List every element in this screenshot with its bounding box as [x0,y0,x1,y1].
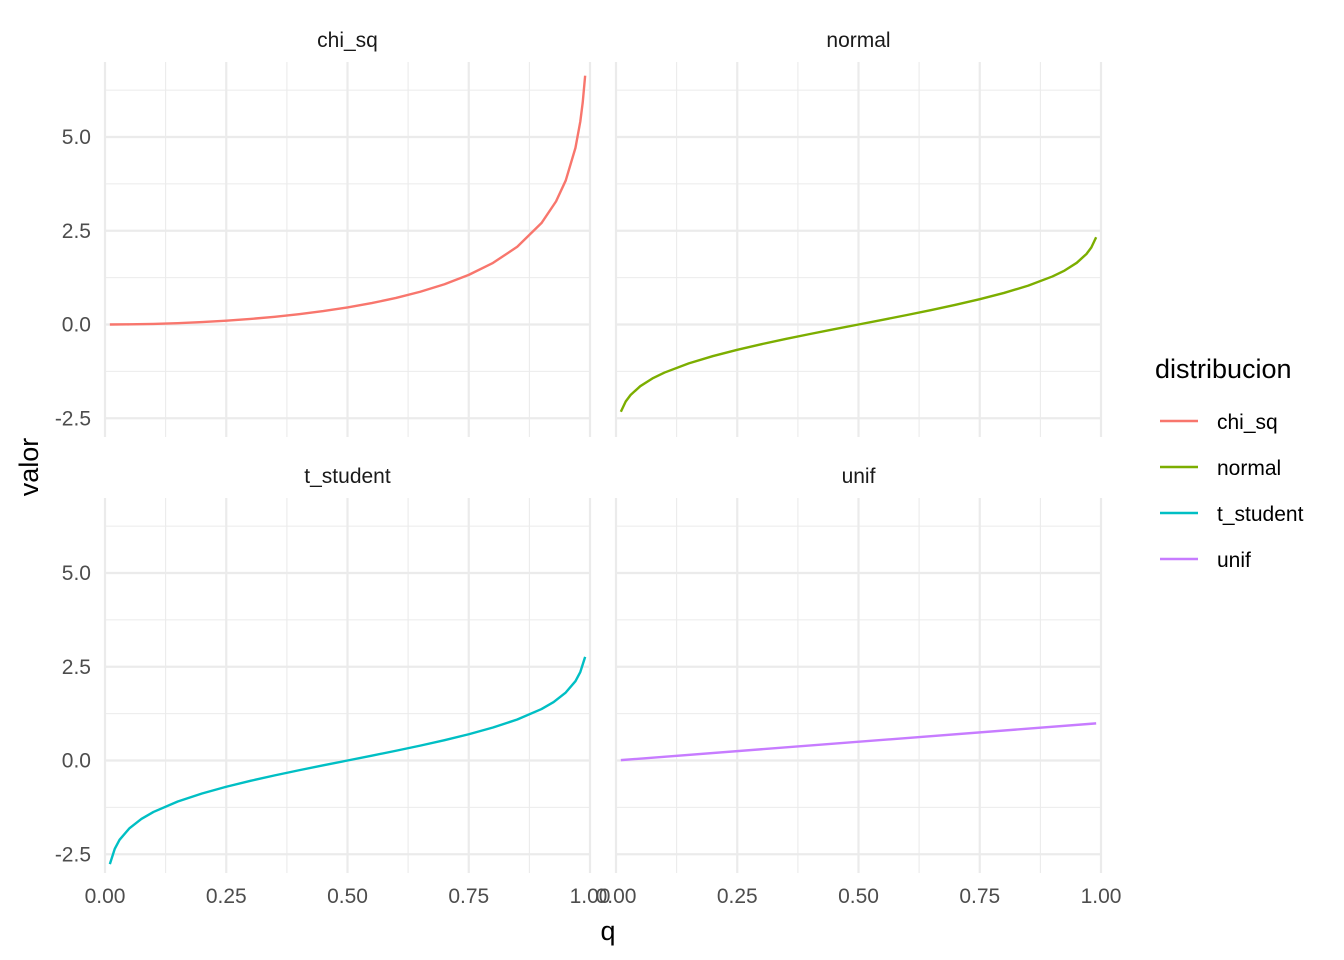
facet-panels [103,62,1103,873]
legend-entry-t_student: t_student [1160,503,1304,526]
legend-label-normal: normal [1217,457,1281,480]
series-line-t_student [108,656,587,865]
legend-entry-unif: unif [1160,549,1251,572]
strip-label-normal: normal [826,29,890,52]
y-tick-label: 2.5 [62,656,91,679]
strip-label-unif: unif [842,465,876,488]
y-tick-label: 0.0 [62,314,91,337]
panel-chi_sq [103,62,592,437]
series-line-chi_sq [109,75,587,326]
legend-label-t_student: t_student [1217,503,1304,526]
facet-strip-labels: chi_sq normal t_student unif [304,29,890,488]
series-line-normal [619,236,1098,413]
x-axis-tick-labels: 0.00 0.25 0.50 0.75 1.000.00 0.25 0.50 0.75 1.00 [85,885,1122,908]
legend-label-chi_sq: chi_sq [1217,411,1278,434]
strip-label-chi_sq: chi_sq [317,29,378,52]
x-tick-label: 0.00 [85,885,126,908]
strip-label-t_student: t_student [304,465,391,488]
y-axis-tick-labels: -2.5 0.0 2.5 5.0 -2.5 0.0 2.5 5.0 [55,126,91,866]
legend-entry-normal: normal [1160,457,1281,480]
y-tick-label: 5.0 [62,126,91,149]
x-axis-title: q [600,916,615,946]
x-tick-label: 0.75 [959,885,1000,908]
x-tick-label: 0.25 [717,885,758,908]
x-tick-label: 0.50 [838,885,879,908]
panel-normal [614,62,1103,437]
x-tick-label: 0.75 [448,885,489,908]
y-tick-label: 0.0 [62,750,91,773]
legend-label-unif: unif [1217,549,1251,572]
x-tick-label: 0.00 [596,885,637,908]
legend-title: distribucion [1155,354,1292,384]
y-tick-label: 5.0 [62,562,91,585]
x-tick-label: 0.50 [327,885,368,908]
y-axis-title: valor [14,438,44,497]
legend-entry-chi_sq: chi_sq [1160,411,1278,434]
x-tick-label: 1.00 [1081,885,1122,908]
panel-unif [614,498,1103,873]
y-tick-label: 2.5 [62,220,91,243]
y-tick-label: -2.5 [55,407,91,430]
x-tick-label: 0.25 [206,885,247,908]
y-tick-label: -2.5 [55,843,91,866]
x-tick-label: 1.00 [570,885,611,908]
panel-t_student [103,498,592,873]
series-line-unif [620,722,1097,762]
